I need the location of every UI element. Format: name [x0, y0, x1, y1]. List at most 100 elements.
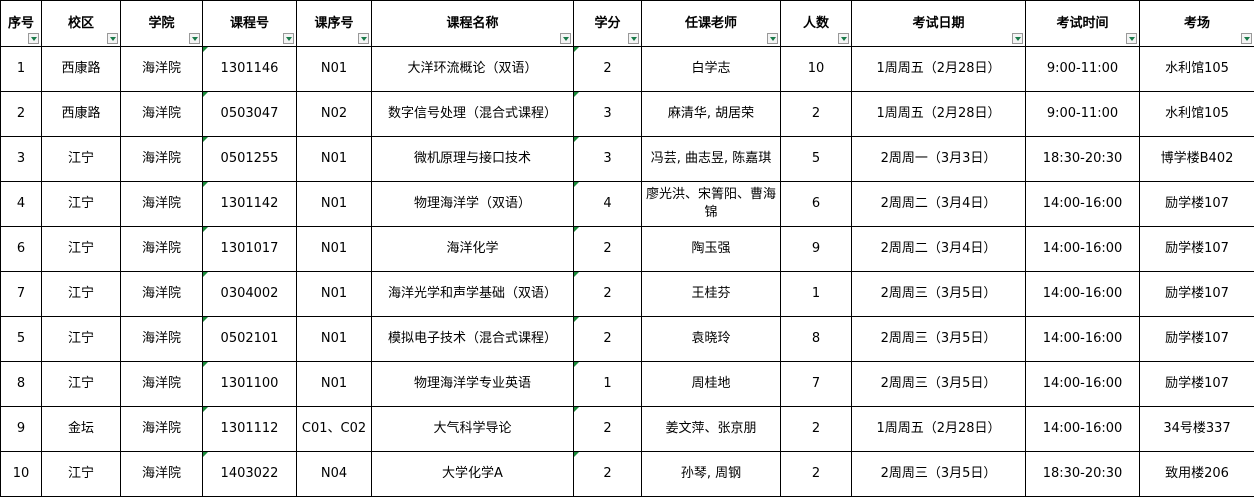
filter-button[interactable]	[1241, 33, 1252, 44]
table-row: 9 金坛 海洋院 1301112 C01、C02 大气科学导论 2 姜文萍、张京朋 2 1周周五（…	[0, 406, 1254, 452]
column-header: 人数	[780, 0, 852, 47]
table-row: 4 江宁 海洋院 1301142 N01 物理海洋学（双语） 4 廖光洪、宋箐阳、曹海锦 6 2周…	[0, 181, 1254, 227]
table-cell: 9	[0, 406, 42, 452]
table-cell: 2	[573, 46, 642, 92]
table-cell: 9:00-11:00	[1025, 91, 1140, 137]
table-cell: 海洋化学	[371, 226, 574, 272]
table-cell: 1301146	[202, 46, 297, 92]
table-cell: 海洋院	[120, 46, 203, 92]
table-cell: 7	[0, 271, 42, 317]
filter-button[interactable]	[767, 33, 778, 44]
table-row: 1 西康路 海洋院 1301146 N01 大洋环流概论（双语） 2 白学志 10 1周周五（2月…	[0, 46, 1254, 92]
table-cell: N01	[296, 136, 372, 182]
column-header: 考试时间	[1025, 0, 1140, 47]
table-cell: 14:00-16:00	[1025, 406, 1140, 452]
table-cell: 海洋院	[120, 91, 203, 137]
filter-button[interactable]	[1012, 33, 1023, 44]
table-row: 3 江宁 海洋院 0501255 N01 微机原理与接口技术 3 冯芸, 曲志昱, 陈嘉琪 5 2…	[0, 136, 1254, 182]
table-row: 5 江宁 海洋院 0502101 N01 模拟电子技术（混合式课程） 2 袁晓玲 8 2周周三（3…	[0, 316, 1254, 362]
table-cell: 江宁	[41, 361, 121, 407]
column-header: 考场	[1139, 0, 1254, 47]
table-cell: 2周周一（3月3日）	[851, 136, 1026, 182]
filter-button[interactable]	[560, 33, 571, 44]
table-body: 1 西康路 海洋院 1301146 N01 大洋环流概论（双语） 2 白学志 10 1周周五（2月…	[0, 46, 1254, 497]
table-cell: N01	[296, 46, 372, 92]
table-cell: 2周周三（3月5日）	[851, 316, 1026, 362]
table-cell: 5	[0, 316, 42, 362]
table-cell: 3	[0, 136, 42, 182]
table-cell: 数字信号处理（混合式课程）	[371, 91, 574, 137]
column-header: 课程名称	[371, 0, 574, 47]
table-cell: 廖光洪、宋箐阳、曹海锦	[641, 181, 781, 227]
table-cell: 江宁	[41, 316, 121, 362]
table-cell: 海洋院	[120, 271, 203, 317]
table-cell: 致用楼206	[1139, 451, 1254, 497]
table-cell: N01	[296, 271, 372, 317]
table-cell: 麻清华, 胡居荣	[641, 91, 781, 137]
table-cell: 2	[0, 91, 42, 137]
table-row: 10 江宁 海洋院 1403022 N04 大学化学A 2 孙琴, 周钢 2 2周周三（3月5日）…	[0, 451, 1254, 497]
table-cell: 34号楼337	[1139, 406, 1254, 452]
column-header: 考试日期	[851, 0, 1026, 47]
filter-button[interactable]	[1126, 33, 1137, 44]
table-cell: 江宁	[41, 226, 121, 272]
table-cell: 18:30-20:30	[1025, 451, 1140, 497]
table-cell: 海洋院	[120, 406, 203, 452]
column-header: 任课老师	[641, 0, 781, 47]
table-row: 2 西康路 海洋院 0503047 N02 数字信号处理（混合式课程） 3 麻清华, 胡居荣 2…	[0, 91, 1254, 137]
filter-button[interactable]	[28, 33, 39, 44]
table-cell: 江宁	[41, 181, 121, 227]
table-cell: 14:00-16:00	[1025, 361, 1140, 407]
table-cell: 9:00-11:00	[1025, 46, 1140, 92]
table-cell: 2	[573, 271, 642, 317]
table-cell: 1301142	[202, 181, 297, 227]
table-cell: 励学楼107	[1139, 361, 1254, 407]
filter-button[interactable]	[107, 33, 118, 44]
filter-button[interactable]	[189, 33, 200, 44]
table-cell: 冯芸, 曲志昱, 陈嘉琪	[641, 136, 781, 182]
table-cell: 1301112	[202, 406, 297, 452]
table-cell: 8	[780, 316, 852, 362]
table-cell: 10	[0, 451, 42, 497]
table-cell: 2	[780, 451, 852, 497]
table-cell: 海洋院	[120, 451, 203, 497]
column-header: 序号	[0, 0, 42, 47]
filter-button[interactable]	[838, 33, 849, 44]
table-cell: 1	[573, 361, 642, 407]
table-cell: 1	[0, 46, 42, 92]
table-cell: 2周周三（3月5日）	[851, 451, 1026, 497]
table-cell: 2	[780, 406, 852, 452]
table-cell: 14:00-16:00	[1025, 271, 1140, 317]
table-cell: 励学楼107	[1139, 181, 1254, 227]
table-cell: 10	[780, 46, 852, 92]
table-cell: 1301017	[202, 226, 297, 272]
table-cell: 物理海洋学（双语）	[371, 181, 574, 227]
filter-button[interactable]	[628, 33, 639, 44]
table-cell: 励学楼107	[1139, 271, 1254, 317]
table-cell: 2	[573, 451, 642, 497]
filter-button[interactable]	[283, 33, 294, 44]
table-cell: 6	[0, 226, 42, 272]
table-cell: 9	[780, 226, 852, 272]
filter-button[interactable]	[358, 33, 369, 44]
table-cell: 海洋光学和声学基础（双语）	[371, 271, 574, 317]
table-cell: 水利馆105	[1139, 46, 1254, 92]
table-cell: 大洋环流概论（双语）	[371, 46, 574, 92]
table-cell: N01	[296, 226, 372, 272]
table-cell: 14:00-16:00	[1025, 316, 1140, 362]
table-cell: 江宁	[41, 136, 121, 182]
table-cell: 励学楼107	[1139, 226, 1254, 272]
table-cell: C01、C02	[296, 406, 372, 452]
column-header: 学分	[573, 0, 642, 47]
table-row: 8 江宁 海洋院 1301100 N01 物理海洋学专业英语 1 周桂地 7 2周周三（3月5日）…	[0, 361, 1254, 407]
table-cell: 3	[573, 136, 642, 182]
table-cell: N04	[296, 451, 372, 497]
table-cell: 江宁	[41, 451, 121, 497]
table-cell: 海洋院	[120, 181, 203, 227]
table-row: 6 江宁 海洋院 1301017 N01 海洋化学 2 陶玉强 9 2周周二（3月4日） 14:00…	[0, 226, 1254, 272]
table-cell: 2周周二（3月4日）	[851, 181, 1026, 227]
table-cell: 0502101	[202, 316, 297, 362]
column-header: 课序号	[296, 0, 372, 47]
table-cell: 2周周三（3月5日）	[851, 361, 1026, 407]
